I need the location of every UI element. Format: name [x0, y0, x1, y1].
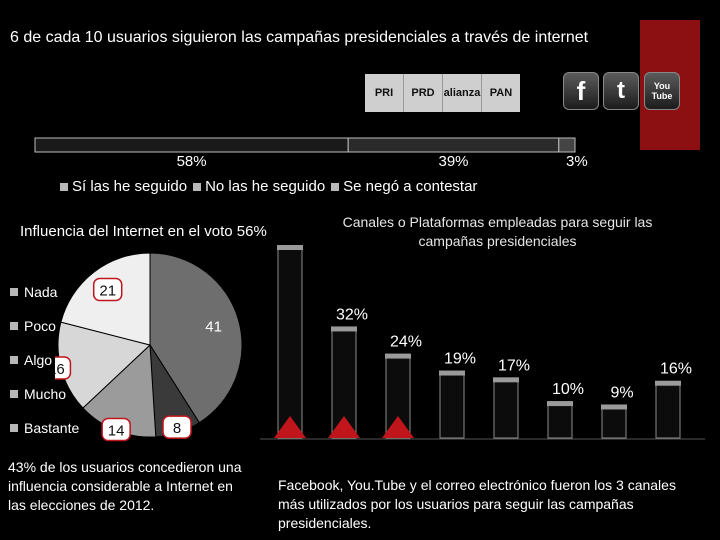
pie-chart-title: Influencia del Internet en el voto 56% [20, 223, 267, 240]
page-title: 6 de cada 10 usuarios siguieron las camp… [10, 29, 589, 46]
legend-label: No las he seguido [205, 178, 326, 195]
bar-highlight-marker [328, 416, 360, 438]
legend-label: Se negó a contestar [343, 178, 478, 195]
pie-label-box [55, 356, 72, 380]
pie-slice [149, 252, 243, 424]
bar-cap [385, 353, 411, 359]
bar-value-label: 10% [552, 381, 584, 398]
pie-note: 43% de los usuarios concedieron una infl… [8, 459, 242, 513]
twitter-glyph: t [617, 77, 625, 104]
pie-chart: 41 8 14 16 21 [55, 252, 243, 442]
bar-cap [331, 326, 357, 332]
vertical-bar-chart: 32% 24% 19% 17% 10% 9% 16% [260, 245, 705, 440]
pie-slice-label: 16 [55, 361, 65, 378]
bar-value-label: 32% [336, 306, 368, 323]
legend-label: Bastante [24, 420, 80, 436]
legend-swatch [193, 182, 202, 191]
bar [547, 403, 573, 439]
bar-value-label: 24% [390, 334, 422, 351]
legend-item-si: Sí las he seguido [60, 178, 187, 195]
stacked-bar-svg: 58% 39% 3% [34, 137, 588, 170]
youtube-glyph: You Tube [651, 81, 673, 101]
legend-label: Algo [24, 352, 53, 368]
legend-item-nego: Se negó a contestar [331, 178, 477, 195]
pie-label-box [92, 277, 123, 302]
pie-slice-label: 8 [173, 420, 181, 437]
legend-label: Poco [24, 318, 56, 334]
bar-chart-title: Canales o Plataformas empleadas para seg… [342, 214, 653, 249]
bar [493, 379, 519, 439]
pie-slice-label: 14 [108, 423, 125, 440]
pie-label-box [101, 417, 131, 442]
pie-legend-algo: Algo [10, 352, 52, 368]
stacked-segment-label: 39% [438, 153, 468, 170]
pie-legend-mucho: Mucho [10, 386, 66, 402]
bar [655, 383, 681, 439]
facebook-icon[interactable]: f [563, 72, 599, 110]
legend-swatch [60, 182, 68, 191]
pie-slice-label: 21 [99, 282, 116, 299]
legend-label: Sí las he seguido [72, 178, 188, 195]
pie-legend-nada: Nada [10, 284, 57, 300]
stacked-bar-legend: Sí las he seguido No las he seguido Se n… [60, 178, 477, 195]
bar-cap [439, 370, 465, 376]
bar-highlight-marker [274, 416, 306, 438]
stacked-segment [34, 137, 349, 153]
legend-swatch [10, 424, 18, 432]
stacked-segment [347, 137, 560, 153]
stacked-segment-label: 3% [566, 153, 588, 170]
youtube-icon[interactable]: You Tube [644, 72, 680, 110]
stacked-segment [558, 137, 576, 153]
legend-label: Mucho [24, 386, 67, 402]
alianza-logo: alianza [443, 74, 482, 112]
bar-cap [655, 380, 681, 386]
pan-logo: PAN [489, 87, 513, 99]
bar [601, 406, 627, 439]
party-logos: PRI PRD alianza PAN [365, 74, 520, 112]
bar-value-label: 17% [498, 357, 530, 374]
bar-highlight-marker [382, 416, 414, 438]
pie-slice-label: 41 [205, 319, 222, 336]
bar-value-label: 16% [660, 361, 692, 378]
pie-legend-poco: Poco [10, 318, 56, 334]
legend-swatch [10, 322, 18, 330]
pie-label-box [162, 415, 192, 439]
legend-item-no: No las he seguido [193, 178, 325, 195]
stacked-segment-label: 58% [177, 153, 207, 170]
pie-legend-bastante: Bastante [10, 420, 79, 436]
bar-value-label: 9% [610, 384, 633, 401]
bar-cap [547, 401, 573, 407]
facebook-glyph: f [576, 75, 586, 106]
bar-note: Facebook, You.Tube y el correo electróni… [278, 477, 676, 531]
bar-value-label: 19% [444, 351, 476, 368]
bar-cap [601, 404, 627, 410]
bar-cap [277, 245, 303, 250]
bar [277, 247, 303, 439]
legend-swatch [10, 390, 18, 398]
bar-cap [493, 377, 519, 383]
pri-logo: PRI [365, 74, 404, 112]
legend-swatch [331, 182, 340, 191]
stacked-bar-chart: 58% 39% 3% [30, 130, 620, 170]
prd-logo: PRD [404, 74, 443, 112]
legend-swatch [10, 356, 18, 364]
legend-swatch [10, 288, 18, 296]
bar [439, 373, 465, 439]
legend-label: Nada [24, 284, 58, 300]
twitter-icon[interactable]: t [603, 72, 639, 110]
